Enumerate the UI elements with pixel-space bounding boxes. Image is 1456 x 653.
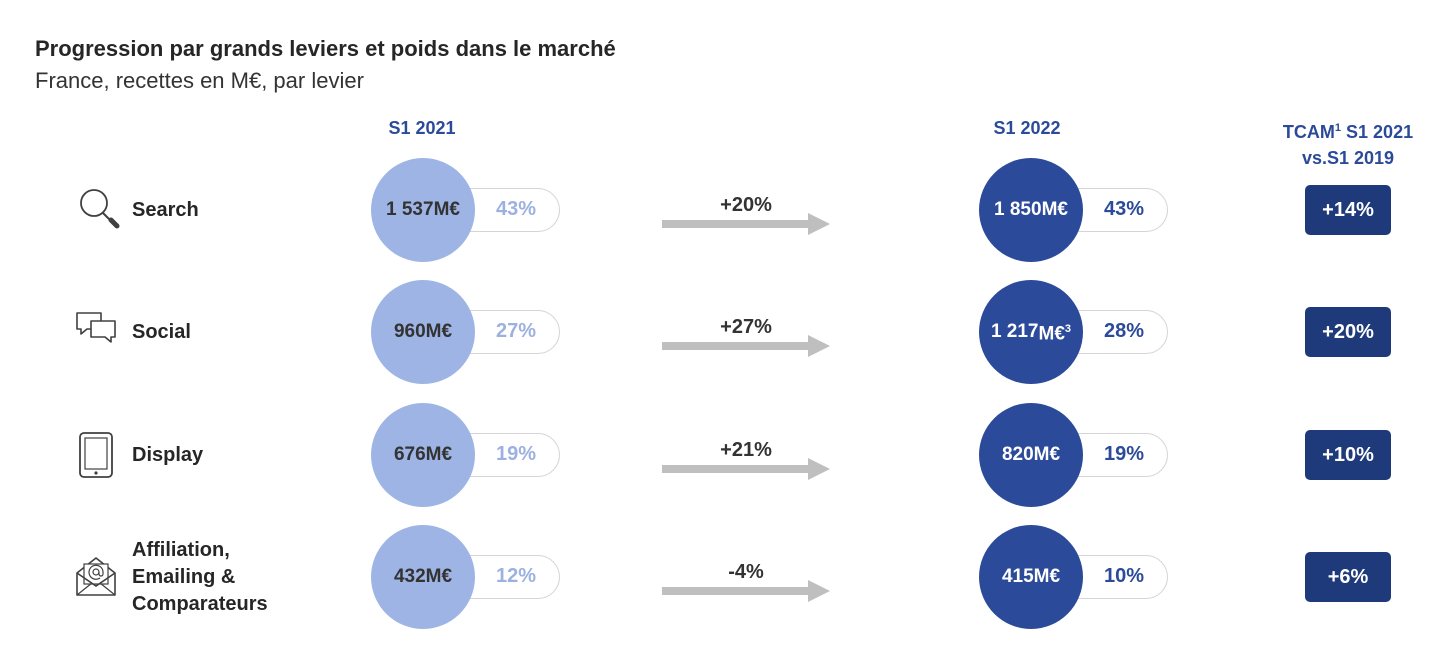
circle-value: 1 850 — [994, 199, 1042, 220]
column-header-tcam-line2: vs.S1 2019 — [1301, 148, 1395, 168]
growth-label: +27% — [720, 316, 772, 338]
circle-unit: M€ — [425, 321, 453, 342]
chat-bubbles-icon — [76, 312, 116, 343]
circle-unit: M€ — [1041, 199, 1068, 220]
lever-label-line: Emailing & — [132, 565, 236, 588]
s1-2021-value-circle: 676 M€ — [371, 403, 475, 507]
tcam-badge: +20% — [1305, 307, 1391, 357]
growth-arrow — [662, 458, 830, 480]
lever-label: Display — [132, 442, 203, 469]
email-envelope-icon — [76, 557, 116, 596]
circle-value: 415 — [1001, 566, 1034, 587]
tablet-icon — [79, 432, 113, 478]
lever-label-line: Social — [132, 320, 191, 343]
lever-label: Social — [132, 319, 191, 346]
circle-value: 820 — [1001, 444, 1034, 465]
growth-arrow — [662, 213, 830, 235]
growth-label: +21% — [720, 439, 772, 461]
circle-unit: M€ — [1033, 444, 1061, 465]
lever-label-line: Comparateurs — [132, 592, 268, 615]
s1-2021-value-circle: 1 537 M€ — [371, 158, 475, 262]
chart-subtitle: France, recettes en M€, par levier — [35, 68, 364, 93]
s1-2022-value-circle: 1 850 M€ — [979, 158, 1083, 262]
column-header-s1-2022: S1 2022 — [993, 118, 1061, 138]
circle-unit: M€ — [425, 444, 453, 465]
growth-label: -4% — [728, 561, 764, 583]
lever-label: Search — [132, 197, 199, 224]
s1-2022-value-circle: 820 M€ — [979, 403, 1083, 507]
tcam-badge: +6% — [1305, 552, 1391, 602]
column-header-tcam-line1: TCAM1 S1 2021 — [1248, 115, 1448, 145]
circle-value: 960 — [393, 321, 426, 342]
circle-value: 432 — [393, 566, 426, 587]
circle-unit: M€ — [433, 199, 460, 220]
search-icon — [80, 189, 120, 229]
lever-label-line: Search — [132, 198, 199, 221]
s1-2022-value-circle: 415 M€ — [979, 525, 1083, 629]
s1-2021-value-circle: 960 M€ — [371, 280, 475, 384]
column-header-tcam: TCAM1 S1 2021 vs.S1 2019 — [1248, 115, 1448, 171]
circle-value: 1 217 — [990, 321, 1039, 342]
lever-label: Affiliation, Emailing & Comparateurs — [132, 537, 268, 618]
tcam-badge: +10% — [1305, 430, 1391, 480]
tcam-footnote-marker: 1 — [1334, 122, 1342, 134]
circle-unit: M€ — [1033, 566, 1061, 587]
tcam-badge: +14% — [1305, 185, 1391, 235]
growth-arrow — [662, 335, 830, 357]
tcam-period-start: S1 2021 — [1341, 122, 1414, 142]
circle-unit: M€ — [425, 566, 453, 587]
s1-2021-value-circle: 432 M€ — [371, 525, 475, 629]
footnote-marker: 3 — [1064, 323, 1072, 336]
circle-value: 676 — [393, 444, 426, 465]
s1-2022-value-circle: 1 217 M€3 — [979, 280, 1083, 384]
circle-unit: M€3 — [1038, 323, 1072, 345]
circle-value: 1 537 — [386, 199, 434, 220]
growth-arrow — [662, 580, 830, 602]
tcam-label: TCAM — [1282, 122, 1335, 142]
chart-title: Progression par grands leviers et poids … — [35, 36, 616, 61]
lever-label-line: Display — [132, 443, 204, 466]
lever-label-line: Affiliation, — [132, 538, 230, 561]
growth-label: +20% — [720, 194, 772, 216]
column-header-s1-2021: S1 2021 — [388, 118, 456, 138]
